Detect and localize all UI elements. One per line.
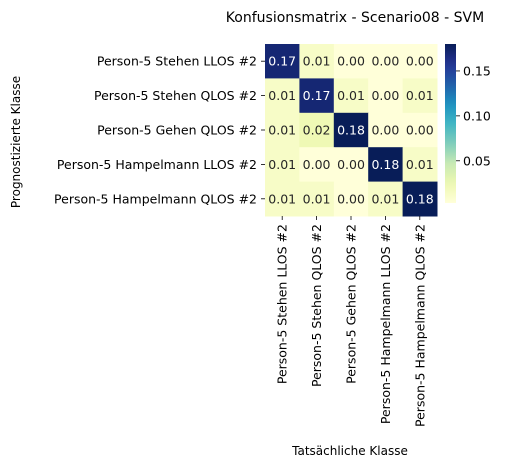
y-tick-labels: Person-5 Stehen LLOS #2 Person-5 Stehen Q… xyxy=(54,54,265,207)
heatmap-cell-label: 0.00 xyxy=(406,54,434,69)
heatmap-cell-label: 0.00 xyxy=(337,157,365,172)
y-tick-label: Person-5 Stehen QLOS #2 xyxy=(94,88,257,103)
heatmap-cell-label: 0.01 xyxy=(406,88,434,103)
heatmap-cell-label: 0.18 xyxy=(371,157,399,172)
colorbar: 0.05 0.10 0.15 xyxy=(445,44,491,203)
heatmap-cell-label: 0.00 xyxy=(337,54,365,69)
heatmap-cell-label: 0.02 xyxy=(303,123,331,138)
heatmap-cell-label: 0.01 xyxy=(337,88,365,103)
colorbar-ticks: 0.05 0.10 0.15 xyxy=(456,63,491,168)
x-tick-label: Person-5 Hampelmann QLOS #2 xyxy=(412,224,427,427)
x-tick-label: Person-5 Stehen LLOS #2 xyxy=(275,224,290,384)
heatmap-cell-label: 0.18 xyxy=(406,191,434,206)
heatmap-cell-label: 0.18 xyxy=(337,123,365,138)
heatmap-cell-label: 0.01 xyxy=(268,123,296,138)
y-tick-label: Person-5 Hampelmann LLOS #2 xyxy=(57,157,257,172)
heatmap-cell-label: 0.01 xyxy=(268,157,296,172)
heatmap-cell-label: 0.01 xyxy=(371,191,399,206)
heatmap-cell-label: 0.01 xyxy=(406,157,434,172)
x-tick-label: Person-5 Gehen QLOS #2 xyxy=(344,224,359,384)
heatmap-cell-label: 0.00 xyxy=(371,54,399,69)
heatmap-cell-label: 0.00 xyxy=(406,123,434,138)
heatmap-cell-label: 0.17 xyxy=(303,88,331,103)
colorbar-gradient xyxy=(445,44,456,203)
y-tick-label: Person-5 Gehen QLOS #2 xyxy=(97,123,257,138)
heatmap-cell-label: 0.01 xyxy=(303,191,331,206)
y-tick-label: Person-5 Hampelmann QLOS #2 xyxy=(54,191,257,206)
heatmap-cell-label: 0.01 xyxy=(268,191,296,206)
x-axis-label: Tatsächliche Klasse xyxy=(291,444,408,458)
x-tick-label: Person-5 Hampelmann LLOS #2 xyxy=(378,224,393,424)
y-tick-label: Person-5 Stehen LLOS #2 xyxy=(97,54,257,69)
heatmap-cell-label: 0.00 xyxy=(371,88,399,103)
heatmap-cell-label: 0.00 xyxy=(337,191,365,206)
chart-title: Konfusionsmatrix - Scenario08 - SVM xyxy=(226,10,484,26)
colorbar-tick-label: 0.15 xyxy=(463,63,491,78)
heatmap-cell-label: 0.01 xyxy=(268,88,296,103)
x-tick-label: Person-5 Stehen QLOS #2 xyxy=(309,224,324,387)
x-tick-labels: Person-5 Stehen LLOS #2 Person-5 Stehen Q… xyxy=(275,216,428,427)
heatmap-cell-label: 0.01 xyxy=(303,54,331,69)
colorbar-tick-label: 0.10 xyxy=(463,108,491,123)
colorbar-tick-label: 0.05 xyxy=(463,153,491,168)
heatmap-cell-label: 0.00 xyxy=(303,157,331,172)
heatmap-cell-label: 0.00 xyxy=(371,123,399,138)
heatmap-cell-label: 0.17 xyxy=(268,54,296,69)
y-axis-label: Prognostizierte Klasse xyxy=(9,76,23,208)
